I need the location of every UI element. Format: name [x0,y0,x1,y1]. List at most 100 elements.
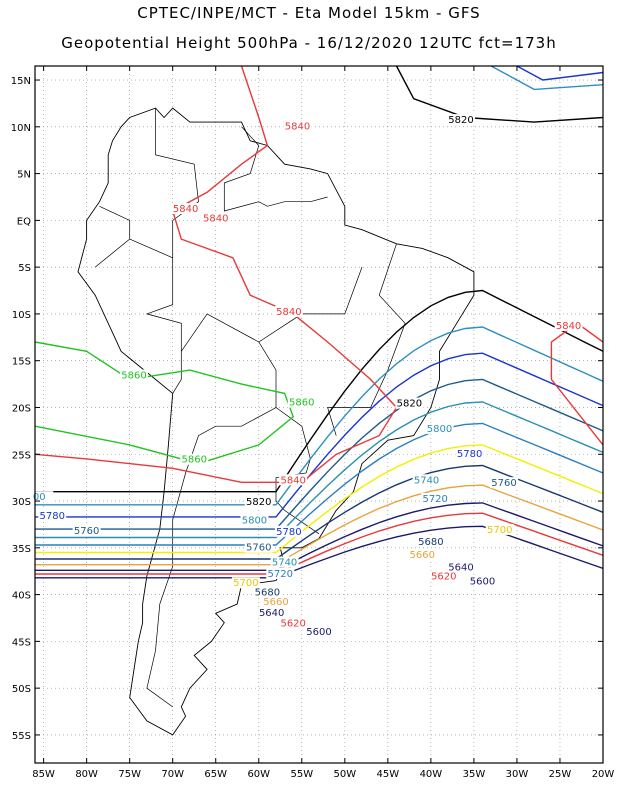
contour-label-bg [171,203,200,215]
contour-label-bg [201,212,230,224]
contour-label: 5860 [121,371,146,382]
contour-label-bg [421,493,450,505]
map-frame [34,65,604,764]
lon-tick-label: 40W [420,769,443,780]
lat-tick-label: 45S [12,637,31,648]
contour-5800 [490,65,604,91]
country-border [94,205,131,268]
map-title-line-2: Geopotential Height 500hPa - 16/12/2020 … [61,34,557,52]
axis-ticks: 15N 10N 5N EQ 5S 10S 15S 20S 25S 30S 35S 40S 45S 50S 5… [11,66,614,780]
contour-label: 5640 [448,562,473,573]
contour-label: 5840 [173,204,198,215]
lat-tick-label: 35S [12,544,31,555]
contour-label: 5600 [470,576,495,587]
contour-label-bg [283,120,312,132]
contour-label-bg [119,369,148,381]
south-america-coastline [77,107,475,736]
contour-label: 5840 [280,475,305,486]
country-border [258,266,363,343]
lon-tick-label: 85W [32,769,55,780]
contour-label-bg [447,114,475,126]
lat-tick-label: 10N [11,123,31,134]
contour-label: 5660 [410,550,435,561]
contour-label: 5720 [422,494,447,505]
lat-tick-label: 25S [12,450,31,461]
contour-label-bg [425,422,454,434]
contour-label: 5700 [233,578,258,589]
contour-label: 5860 [289,398,314,409]
country-border [146,313,277,708]
contour-label-bg [485,523,514,535]
contour-label: 5760 [246,543,271,554]
contour-5700 [35,444,604,554]
contour-5620 [35,512,604,575]
contour-label-bg [270,556,299,568]
lon-tick-label: 50W [334,769,357,780]
contour-label: 5600 [306,627,331,638]
contour-label-bg [257,607,286,619]
contour-label: 5640 [259,608,284,619]
contour-label: 5780 [39,511,64,522]
lat-tick-label: 50S [12,684,31,695]
map-title-line-1: CPTEC/INPE/MCT - Eta Model 15km - GFS [137,4,481,22]
lon-tick-label: 30W [506,769,529,780]
lat-tick-label: 40S [12,591,31,602]
contour-label-bg [468,575,497,587]
contour-label: 5720 [268,569,293,580]
contour-label: 5800 [427,424,452,435]
lat-tick-label: 5N [17,170,31,181]
contour-5760 [35,378,604,530]
country-border [155,108,199,258]
contour-label-bg [429,570,458,582]
contour-label: 5620 [431,572,456,583]
contour-label: 5680 [418,537,443,548]
contour-label: 5740 [414,475,439,486]
contour-label-bg [253,586,282,598]
contour-label-bg [305,625,333,637]
contour-5680 [35,464,604,560]
contour-label: 5780 [276,527,301,538]
continent-outline [77,107,475,736]
contour-label-bg [261,595,290,607]
contour-label-bg [408,549,437,561]
contour-5840 [550,322,604,446]
contour-5660 [35,484,604,566]
contour-label-bg [279,474,308,486]
contour-label: 5740 [272,558,297,569]
contour-lines [34,65,604,579]
contour-5640 [35,502,604,571]
contour-label: 5760 [491,478,516,489]
contour-label: 5620 [280,618,305,629]
country-border [223,126,328,212]
contour-label: 5820 [397,399,422,410]
contour-label: 5760 [74,526,99,537]
contour-label: 5700 [487,525,512,536]
lon-tick-label: 70W [161,769,184,780]
contour-label-bg [72,524,101,536]
contour-5780 [516,65,604,81]
contour-5740 [35,401,604,539]
contour-label: 5820 [448,115,473,126]
contour-5840 [34,65,398,483]
contour-label: 5860 [181,455,206,466]
lon-tick-label: 75W [118,769,141,780]
contour-label-bg [455,448,484,460]
contour-label-bg [266,567,295,579]
lat-tick-label: 20S [12,403,31,414]
contour-label: 5680 [255,588,280,599]
contour-label-bg [244,541,273,553]
contour-label: 00 [33,492,46,503]
contour-label: 5660 [263,597,288,608]
contour-5820 [395,65,604,123]
lon-tick-label: 80W [75,769,98,780]
contour-label: 5840 [276,307,301,318]
contour-label-bg [274,305,303,317]
contour-5860 [34,341,295,465]
contour-label-bg [490,477,519,489]
contour-label-bg [25,491,54,503]
lat-tick-label: 15S [12,357,31,368]
lat-tick-label: 10S [12,310,31,321]
contour-label-bg [554,319,583,331]
contour-label-bg [447,561,475,573]
